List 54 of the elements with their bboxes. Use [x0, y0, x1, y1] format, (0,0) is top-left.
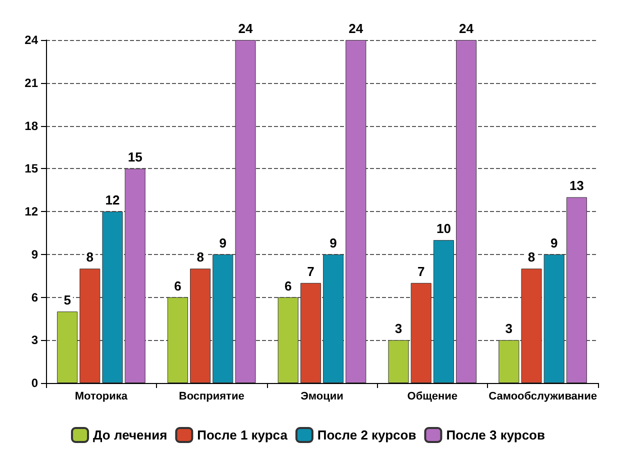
- y-tick-label: 0: [31, 376, 38, 390]
- data-label: 8: [528, 250, 536, 265]
- data-label: 24: [238, 21, 254, 36]
- bar: [456, 40, 477, 383]
- x-tick-label: Общение: [407, 390, 458, 402]
- bar: [388, 340, 409, 383]
- y-tick-label: 6: [31, 290, 38, 304]
- x-tick-label: Эмоции: [300, 390, 344, 402]
- bar: [433, 240, 454, 383]
- data-label: 6: [284, 278, 292, 294]
- data-label: 3: [505, 321, 513, 336]
- y-tick-label: 18: [24, 118, 38, 133]
- data-label: 13: [569, 178, 584, 194]
- data-label: 9: [219, 235, 227, 250]
- bar: [566, 197, 587, 383]
- legend-label: До лечения: [93, 428, 168, 442]
- data-label: 24: [459, 21, 474, 36]
- data-label: 12: [105, 192, 120, 208]
- bar: [235, 40, 256, 383]
- bar: [323, 254, 344, 383]
- data-label: 7: [307, 264, 314, 279]
- y-tick-label: 9: [31, 247, 38, 262]
- bar: [80, 268, 100, 383]
- y-tick-label: 21: [24, 76, 38, 90]
- data-label: 24: [348, 21, 364, 36]
- bar: [212, 254, 234, 383]
- data-label: 8: [196, 250, 204, 265]
- bar: [167, 297, 188, 383]
- bar: [278, 297, 298, 383]
- data-label: 9: [330, 235, 337, 250]
- x-tick-label: Самообслуживание: [488, 390, 597, 402]
- x-tick-label: Моторика: [74, 390, 128, 402]
- bar: [410, 282, 432, 383]
- data-label: 15: [128, 150, 142, 165]
- data-label: 7: [417, 264, 425, 279]
- data-label: 5: [64, 292, 71, 308]
- legend-label: После 2 курсов: [317, 428, 416, 442]
- data-label: 9: [550, 235, 558, 250]
- bar: [57, 312, 78, 383]
- bar: [300, 282, 321, 383]
- legend-label: После 3 курсов: [446, 428, 545, 442]
- bar: [346, 40, 366, 383]
- data-label: 6: [174, 278, 182, 294]
- legend-label: После 1 курса: [197, 428, 288, 442]
- x-tick-label: Восприятие: [178, 390, 244, 402]
- data-label: 8: [86, 250, 94, 265]
- bar: [544, 254, 564, 383]
- y-tick-label: 15: [24, 162, 38, 176]
- y-tick-label: 12: [24, 204, 38, 218]
- bar: [190, 268, 211, 383]
- y-tick-label: 3: [31, 333, 38, 348]
- data-label: 3: [394, 321, 402, 336]
- data-label: 10: [436, 221, 451, 236]
- y-tick-label: 24: [24, 33, 38, 47]
